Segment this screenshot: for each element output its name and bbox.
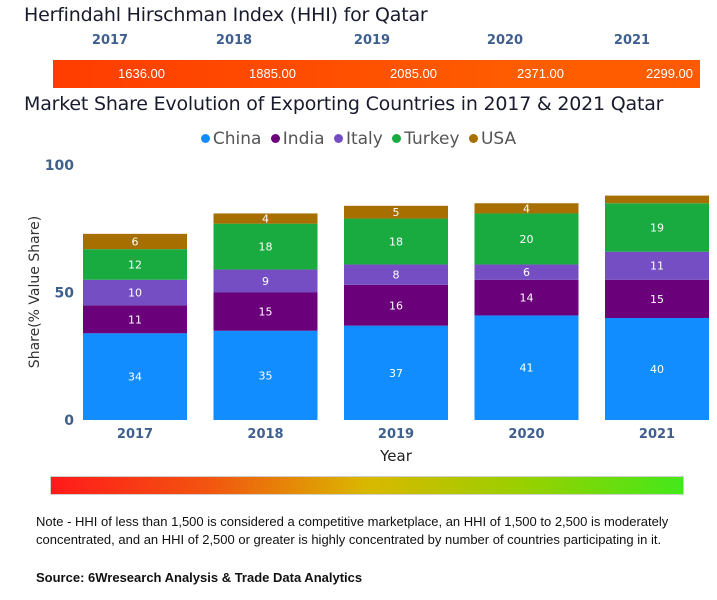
bar-segment-turkey[interactable]	[474, 213, 579, 265]
bar-segment-italy[interactable]	[213, 269, 318, 293]
bar-segment-china[interactable]	[213, 330, 318, 420]
bar-segment-turkey[interactable]	[83, 249, 187, 280]
legend-dot-icon	[468, 134, 478, 143]
data-label: 12	[128, 258, 142, 271]
data-label: 9	[262, 275, 269, 288]
data-label: 8	[393, 269, 400, 282]
data-label: 41	[520, 362, 534, 375]
legend-item-china[interactable]: China	[200, 128, 262, 149]
source-text: Source: 6Wresearch Analysis & Trade Data…	[36, 570, 363, 585]
legend-dot-icon	[333, 134, 343, 143]
x-axis-label: Year	[379, 447, 413, 465]
y-tick-label: 50	[55, 286, 75, 302]
legend-item-turkey[interactable]: Turkey	[392, 128, 460, 149]
legend-dot-icon	[392, 134, 402, 143]
bar-segment-china[interactable]	[344, 325, 448, 420]
bar-segment-india[interactable]	[213, 292, 318, 331]
data-label: 11	[128, 313, 142, 326]
chart-title: Market Share Evolution of Exporting Coun…	[24, 93, 664, 115]
data-label: 18	[389, 236, 403, 249]
y-axis-label: Share(% Value Share)	[27, 216, 43, 368]
hhi-year: 2019	[353, 33, 391, 48]
data-label: 5	[393, 206, 400, 219]
legend-label: Italy	[345, 128, 383, 149]
y-tick-label: 100	[45, 158, 74, 174]
data-label: 14	[520, 292, 534, 305]
data-label: 15	[650, 293, 664, 306]
bar-segment-usa[interactable]	[213, 213, 318, 224]
bar-segment-india[interactable]	[474, 279, 579, 316]
bar-segment-usa[interactable]	[344, 205, 448, 219]
data-label: 19	[650, 221, 664, 234]
bar-segment-italy[interactable]	[83, 279, 187, 306]
stacked-bar-chart: 0 50 100 34 11 10 12 6 35 15 9 18 4 37 16 8 18 5 41 14 6 20 4…	[27, 158, 709, 465]
legend-label: Turkey	[404, 128, 460, 149]
data-label: 20	[520, 233, 534, 246]
bars-group: 34 11 10 12 6 35 15 9 18 4 37 16 8 18 5 41 14 6 20 4 40 15 11 1…	[83, 195, 709, 420]
bar-segment-italy[interactable]	[474, 264, 579, 280]
hhi-year-row: 2017 2018 2019 2020 2021	[0, 33, 717, 51]
legend-item-india[interactable]: India	[270, 128, 325, 149]
data-label: 11	[650, 260, 664, 273]
data-label: 15	[259, 306, 273, 319]
y-axis: 0 50 100	[45, 158, 74, 429]
hhi-year: 2020	[486, 33, 524, 48]
x-tick-label: 2021	[639, 427, 675, 442]
legend-label: USA	[480, 128, 517, 149]
hhi-value: 2085.00	[390, 66, 437, 81]
bar-segment-turkey[interactable]	[605, 203, 709, 252]
bar-segment-usa[interactable]	[605, 195, 709, 204]
data-label: 16	[389, 299, 403, 312]
bar-segment-india[interactable]	[605, 279, 709, 318]
hhi-color-scale	[50, 476, 684, 495]
data-label: 34	[128, 371, 142, 384]
hhi-year: 2021	[613, 33, 651, 48]
data-label: 18	[259, 241, 273, 254]
legend-dot-icon	[270, 134, 280, 143]
note-text: Note - HHI of less than 1,500 is conside…	[36, 514, 669, 547]
data-label: 6	[523, 266, 530, 279]
x-tick-label: 2020	[508, 427, 544, 442]
x-tick-label: 2018	[247, 427, 283, 442]
data-label: 37	[389, 367, 403, 380]
legend-dot-icon	[200, 134, 210, 143]
hhi-value: 1636.00	[118, 66, 165, 81]
bar-segment-usa[interactable]	[83, 233, 187, 250]
bar-segment-india[interactable]	[344, 284, 448, 326]
hhi-value-bar: 1636.00 1885.00 2085.00 2371.00 2299.00	[53, 60, 700, 88]
hhi-title: Herfindahl Hirschman Index (HHI) for Qat…	[24, 4, 428, 26]
y-tick-label: 0	[64, 413, 74, 429]
legend-label: China	[212, 128, 262, 149]
data-label: 4	[262, 213, 269, 226]
bar-segment-italy[interactable]	[344, 264, 448, 285]
hhi-value: 2299.00	[646, 66, 693, 81]
hhi-value: 2371.00	[517, 66, 564, 81]
hhi-value: 1885.00	[249, 66, 296, 81]
bar-segment-china[interactable]	[474, 315, 579, 420]
bar-segment-india[interactable]	[83, 305, 187, 334]
x-axis: 2017 2018 2019 2020 2021	[117, 427, 675, 442]
hhi-year: 2017	[91, 33, 129, 48]
x-tick-label: 2017	[117, 427, 153, 442]
data-label: 4	[523, 202, 530, 215]
bar-segment-turkey[interactable]	[213, 223, 318, 270]
legend-item-italy[interactable]: Italy	[333, 128, 383, 149]
bar-segment-china[interactable]	[605, 318, 709, 420]
chart-legend: China India Italy Turkey USA	[0, 128, 717, 149]
bar-segment-usa[interactable]	[474, 203, 579, 214]
legend-item-usa[interactable]: USA	[468, 128, 517, 149]
x-tick-label: 2019	[378, 427, 414, 442]
bar-segment-italy[interactable]	[605, 251, 709, 280]
bar-segment-china[interactable]	[83, 333, 187, 420]
data-label: 6	[132, 236, 139, 249]
data-label: 35	[259, 369, 273, 382]
legend-label: India	[282, 128, 325, 149]
data-label: 40	[650, 363, 664, 376]
hhi-year: 2018	[215, 33, 253, 48]
bar-segment-turkey[interactable]	[344, 218, 448, 265]
data-label: 10	[128, 287, 142, 300]
